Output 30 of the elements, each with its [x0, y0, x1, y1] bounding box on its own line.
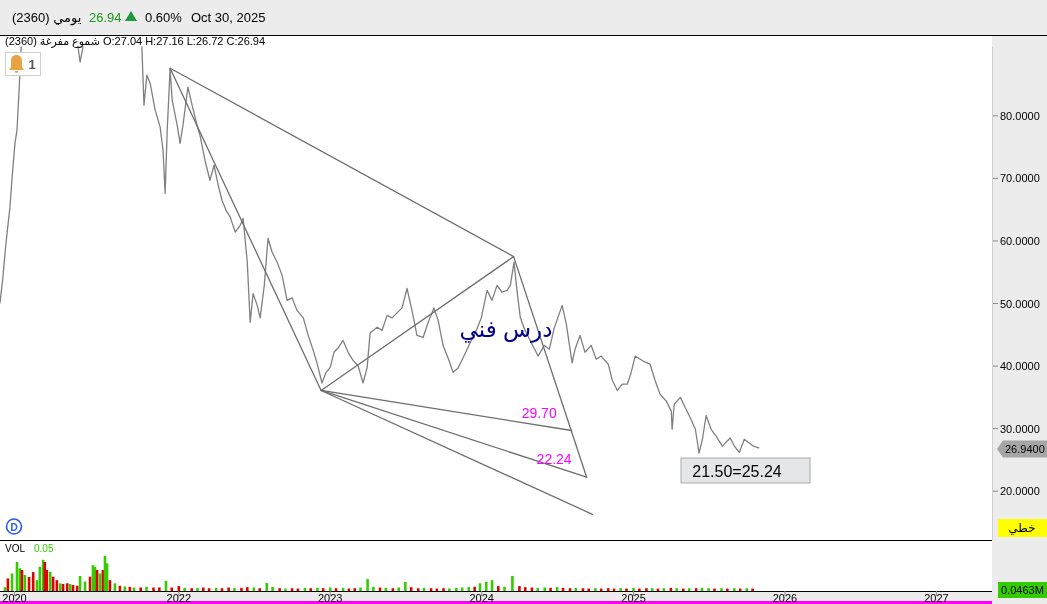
text: Oct 30, 2025 [191, 9, 266, 25]
x-tick-label: 2026 [772, 591, 798, 604]
annotation: 1 [28, 56, 36, 72]
text: 26.9400 [1005, 443, 1045, 455]
x-tick-label: 2025 [621, 591, 646, 604]
y-tick-label: 60.0000 [1000, 234, 1040, 247]
y-tick-label: 30.0000 [1000, 422, 1040, 435]
x-tick-label: 2023 [318, 591, 343, 604]
chart-subtitle: (2360) شموع مفرغة O:27.04 H:27.16 L:26.72 C:26.94 [5, 35, 266, 48]
text: خطي [1008, 521, 1036, 535]
annotation: 29.70 [521, 404, 557, 421]
annotation: 22.24 [536, 451, 572, 468]
text: 26.94 [89, 9, 122, 25]
chart-title: (2360) يومي [12, 9, 82, 26]
x-tick-label: 2020 [2, 591, 27, 604]
annotation: 21.50=25.24 [692, 462, 782, 480]
text: 0.0463M [1001, 584, 1044, 596]
y-tick-label: 40.0000 [1000, 360, 1040, 373]
y-tick-label: 50.0000 [1000, 297, 1040, 310]
chart-title: VOL [5, 542, 26, 554]
x-tick-label: 2027 [924, 591, 949, 604]
y-tick-label: 80.0000 [1000, 109, 1040, 122]
x-tick-label: 2024 [469, 591, 494, 604]
annotation: D [10, 521, 18, 533]
text: 0.05 [34, 542, 54, 554]
annotation: درس فني [459, 316, 553, 343]
y-tick-label: 20.0000 [1000, 485, 1040, 498]
text: 0.60% [145, 9, 183, 25]
x-tick-label: 2022 [166, 591, 192, 604]
y-tick-label: 70.0000 [1000, 172, 1040, 185]
